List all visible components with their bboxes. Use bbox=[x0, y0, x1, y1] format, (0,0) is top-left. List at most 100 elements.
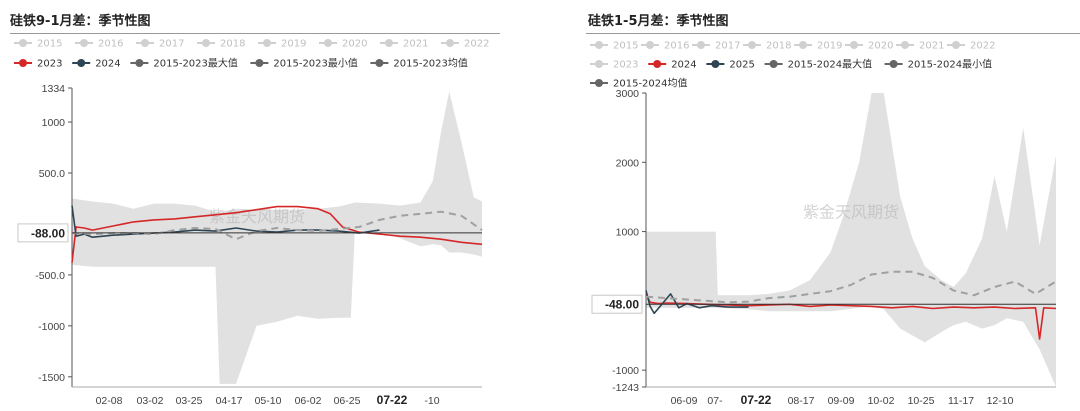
y-tick-label: -1000 bbox=[612, 365, 639, 377]
legend-marker bbox=[595, 60, 603, 68]
legend-item: 2018 bbox=[197, 39, 245, 50]
legend-label: 2019 bbox=[281, 39, 306, 50]
legend-item: 2019 bbox=[258, 39, 306, 50]
legend-marker bbox=[446, 39, 454, 47]
legend-marker bbox=[77, 59, 86, 67]
x-tick-label: 06-25 bbox=[334, 395, 361, 407]
x-tick-label: -10 bbox=[424, 395, 439, 407]
x-tick-label: 03-25 bbox=[176, 395, 203, 407]
legend-marker bbox=[769, 60, 778, 68]
legend-marker bbox=[263, 39, 271, 47]
range-band-area bbox=[72, 91, 482, 384]
legend-marker bbox=[653, 60, 662, 68]
legend-label: 2015 bbox=[37, 39, 62, 50]
x-tick-label: 07-22 bbox=[741, 393, 772, 407]
watermark: 紫金天风期货 bbox=[209, 207, 305, 226]
legend-marker bbox=[19, 59, 27, 67]
x-tick-label: 06-09 bbox=[671, 395, 698, 407]
legend-label: 2025 bbox=[729, 60, 754, 71]
x-tick-label: 07- bbox=[707, 395, 723, 407]
legend-item: 2015-2024最小值 bbox=[884, 58, 993, 71]
legend-item: 2019 bbox=[794, 41, 842, 52]
legend-item: 2018 bbox=[743, 41, 791, 52]
legend-marker bbox=[255, 59, 264, 67]
series-line-2015-2023均值 bbox=[71, 210, 483, 241]
y-tick-label: 2000 bbox=[616, 157, 640, 169]
legend-item: 2015-2024均值 bbox=[590, 77, 688, 90]
legend-label: 2022 bbox=[464, 39, 489, 50]
legend-label: 2021 bbox=[919, 41, 944, 52]
legend-item: 2017 bbox=[692, 41, 740, 52]
y-tick-label: -1243 bbox=[612, 382, 639, 394]
legend-item: 2015-2023最大值 bbox=[130, 57, 238, 70]
legend-label: 2015-2024均值 bbox=[613, 77, 688, 90]
legend-marker bbox=[799, 41, 807, 49]
x-tick-label: 06-02 bbox=[295, 395, 322, 407]
x-tick-label: 07-22 bbox=[377, 393, 408, 407]
legend-marker bbox=[19, 39, 27, 47]
x-tick-label: 11-17 bbox=[948, 395, 974, 407]
legend-marker bbox=[901, 41, 909, 49]
y-tick-label: 1000 bbox=[42, 117, 66, 129]
chart-panel-left: 硅铁9-1月差：季节性图 2015 2016 2017 2018 2019 2020 202… bbox=[0, 0, 520, 411]
legend-label: 2023 bbox=[37, 59, 62, 70]
legend-item: 2021 bbox=[896, 41, 944, 52]
legend-item: 2021 bbox=[380, 39, 428, 50]
x-tick-label: 09-09 bbox=[828, 395, 855, 407]
y-tick-label: -1500 bbox=[38, 372, 65, 384]
legend-item: 2024 bbox=[72, 59, 121, 70]
y-tick-label: -1000 bbox=[38, 321, 65, 333]
legend-label: 2018 bbox=[766, 41, 791, 52]
y-tick-label: 1000 bbox=[616, 227, 640, 239]
legend-label: 2020 bbox=[342, 39, 367, 50]
x-tick-label: 12-10 bbox=[987, 395, 1014, 407]
title-rule bbox=[586, 33, 1080, 34]
legend-label: 2019 bbox=[817, 41, 842, 52]
series-line-2025 bbox=[645, 290, 749, 315]
x-tick-label: 05-10 bbox=[255, 395, 282, 407]
legend-label: 2021 bbox=[403, 39, 428, 50]
chart-title: 硅铁9-1月差：季节性图 bbox=[10, 14, 151, 29]
y-tick-label: 1334 bbox=[42, 83, 66, 95]
current-value-label: -48.00 bbox=[605, 298, 639, 312]
legend-item: 2015-2024最大值 bbox=[764, 58, 872, 71]
legend-item: 2022 bbox=[947, 41, 995, 52]
legend-item: 2017 bbox=[136, 39, 184, 50]
y-tick-label: 500.0 bbox=[39, 168, 65, 180]
x-tick-label: 10-02 bbox=[868, 395, 895, 407]
legend-item: 2020 bbox=[845, 41, 893, 52]
legend-item: 2022 bbox=[441, 39, 489, 50]
legend-marker bbox=[889, 60, 898, 68]
range-band-area bbox=[646, 93, 1056, 387]
y-tick-label: -500.0 bbox=[35, 270, 65, 282]
x-tick-label: 08-17 bbox=[788, 395, 815, 407]
legend-label: 2018 bbox=[220, 39, 245, 50]
legend-item: 2016 bbox=[75, 39, 123, 50]
legend-label: 2015-2024最小值 bbox=[908, 58, 993, 71]
x-tick-label: 04-17 bbox=[216, 395, 243, 407]
legend-item: 2023 bbox=[14, 59, 62, 70]
legend-marker bbox=[80, 39, 88, 47]
chart-title: 硅铁1-5月差：季节性图 bbox=[588, 14, 729, 29]
legend-marker bbox=[141, 39, 149, 47]
x-tick-label: 03-02 bbox=[137, 395, 164, 407]
chart-svg-right: 2015 2016 2017 2018 2019 2020 2021 2022 2023 2024… bbox=[590, 41, 1057, 407]
legend-item: 2020 bbox=[319, 39, 367, 50]
legend-item: 2015 bbox=[14, 39, 62, 50]
legend-label: 2024 bbox=[671, 60, 696, 71]
legend-marker bbox=[711, 60, 720, 68]
series-line-2023 bbox=[71, 205, 483, 263]
legend-label: 2016 bbox=[98, 39, 123, 50]
current-value-box bbox=[17, 223, 69, 243]
legend-label: 2024 bbox=[95, 59, 120, 70]
legend-label: 2022 bbox=[970, 41, 995, 52]
legend-label: 2015 bbox=[613, 41, 638, 52]
legend-label: 2016 bbox=[664, 41, 689, 52]
legend-marker bbox=[646, 41, 654, 49]
legend-marker bbox=[595, 79, 603, 87]
legend-marker bbox=[324, 39, 332, 47]
legend-marker bbox=[135, 59, 144, 67]
legend-marker bbox=[202, 39, 210, 47]
legend-marker bbox=[748, 41, 756, 49]
watermark: 紫金天风期货 bbox=[803, 203, 899, 222]
